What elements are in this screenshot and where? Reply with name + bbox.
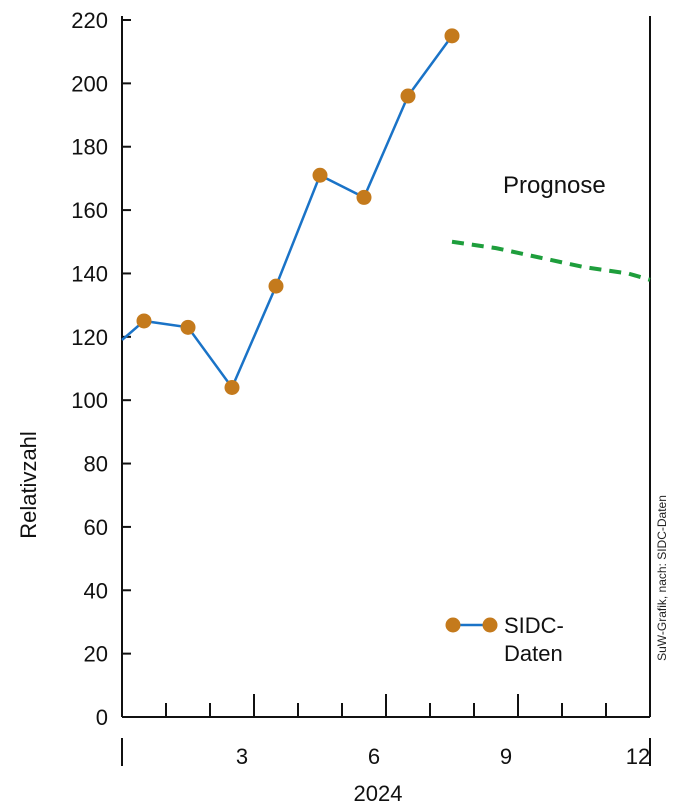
data-point bbox=[180, 319, 196, 335]
y-tick-label: 80 bbox=[84, 452, 108, 477]
y-tick-label: 200 bbox=[71, 71, 108, 96]
data-point bbox=[136, 313, 152, 329]
y-tick-label: 140 bbox=[71, 261, 108, 286]
forecast-series bbox=[451, 239, 651, 282]
y-tick-label: 20 bbox=[84, 642, 108, 667]
observed-series bbox=[121, 28, 460, 396]
data-point bbox=[312, 167, 328, 183]
data-point bbox=[400, 88, 416, 104]
forecast-line bbox=[451, 239, 651, 282]
y-axis-title: Relativzahl bbox=[16, 431, 41, 539]
forecast-annotation: Prognose bbox=[503, 172, 606, 199]
data-point bbox=[356, 189, 372, 205]
y-tick-label: 120 bbox=[71, 325, 108, 350]
x-tick-label: 9 bbox=[500, 744, 512, 769]
observed-line bbox=[121, 35, 454, 391]
x-tick-label: 12 bbox=[626, 744, 650, 769]
y-tick-label: 60 bbox=[84, 515, 108, 540]
data-point bbox=[268, 278, 284, 294]
y-tick-label: 0 bbox=[96, 705, 108, 730]
legend-label-line1: SIDC- bbox=[504, 613, 564, 638]
data-point bbox=[224, 380, 240, 396]
y-tick-label: 180 bbox=[71, 135, 108, 160]
x-tick-label: 3 bbox=[236, 744, 248, 769]
legend-label-line2: Daten bbox=[504, 641, 563, 666]
y-axis-ticks: 0 20 40 60 80 100 120 140 160 180 200 220 bbox=[71, 8, 131, 730]
y-tick-label: 40 bbox=[84, 578, 108, 603]
x-axis-ticks: 3 6 9 12 bbox=[121, 694, 651, 769]
legend: SIDC- Daten bbox=[445, 613, 564, 666]
legend-marker bbox=[445, 617, 461, 633]
y-tick-label: 220 bbox=[71, 8, 108, 33]
legend-marker bbox=[482, 617, 498, 633]
y-tick-label: 100 bbox=[71, 388, 108, 413]
source-credit: SuW-Grafik, nach: SIDC-Daten bbox=[655, 495, 669, 661]
x-tick-label: 6 bbox=[368, 744, 380, 769]
x-axis-title: 2024 bbox=[354, 781, 403, 806]
data-point bbox=[444, 28, 460, 44]
y-tick-label: 160 bbox=[71, 198, 108, 223]
